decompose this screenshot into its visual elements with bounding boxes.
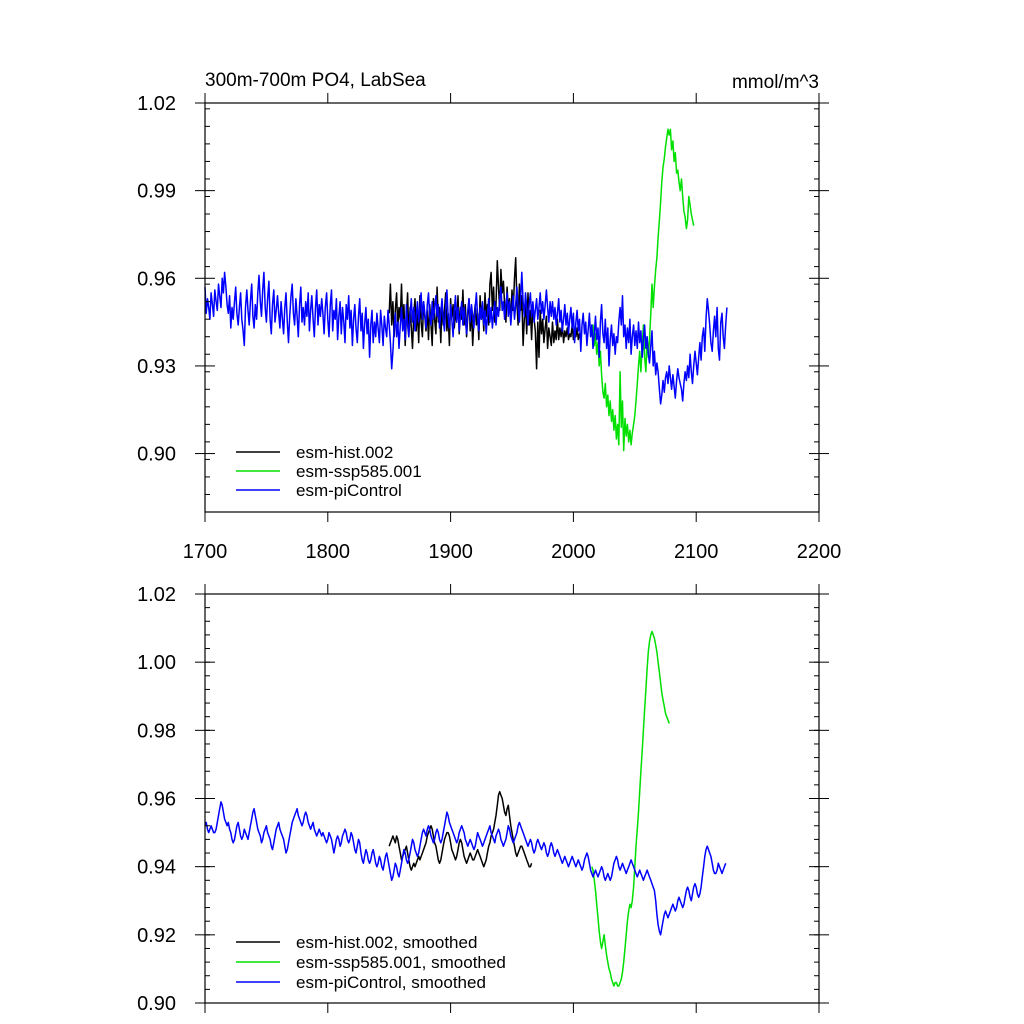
bottom-y-tick-label: 0.92 — [137, 925, 176, 947]
top-plot-frame — [204, 102, 820, 513]
bottom-legend-label-2: esm-piControl, smoothed — [296, 973, 486, 992]
top-title-right: mmol/m^3 — [732, 72, 819, 93]
top-x-tick-label: 2100 — [674, 541, 719, 563]
top-y-tick-label: 0.90 — [137, 444, 176, 466]
bottom-panel: 0.90 0.92 0.94 0.96 0.98 1.00 1.02 esm-hist.00… — [137, 584, 829, 1015]
top-y-tick-label: 0.99 — [137, 181, 176, 203]
top-legend-label-1: esm-ssp585.001 — [296, 462, 422, 481]
top-x-tick-label: 2200 — [797, 541, 842, 563]
top-legend-label-2: esm-piControl — [296, 481, 402, 500]
bottom-y-tick-label: 0.96 — [137, 789, 176, 811]
top-series-line-1 — [591, 128, 695, 452]
bottom-series-group — [204, 630, 727, 987]
top-panel: 300m-700m PO4, LabSea mmol/m^3 0.900.930… — [137, 70, 841, 563]
bottom-legend-label-1: esm-ssp585.001, smoothed — [296, 953, 506, 972]
top-title-left: 300m-700m PO4, LabSea — [205, 70, 426, 91]
bottom-series-line-1 — [591, 630, 670, 987]
top-axis-ticks: 0.90 0.93 0.96 0.99 1.02 1700 1800 1900 2000 2100… — [137, 93, 841, 563]
bottom-legend-label-0: esm-hist.002, smoothed — [296, 933, 477, 952]
bottom-series-line-2 — [204, 801, 727, 936]
top-x-tick-label: 1800 — [306, 541, 351, 563]
bottom-axis-ticks: 0.90 0.92 0.94 0.96 0.98 1.00 1.02 — [137, 584, 829, 1015]
bottom-series-line-0 — [388, 790, 533, 871]
top-y-tick-label: 0.93 — [137, 356, 176, 378]
top-series-line-2 — [204, 271, 728, 405]
top-series-group — [204, 128, 728, 452]
top-y-tick-label: 1.02 — [137, 93, 176, 115]
top-x-tick-label: 2000 — [551, 541, 596, 563]
bottom-y-tick-label: 0.98 — [137, 720, 176, 742]
top-x-tick-label: 1700 — [183, 541, 228, 563]
bottom-y-tick-label: 1.00 — [137, 652, 176, 674]
bottom-y-tick-label: 0.90 — [137, 993, 176, 1015]
top-x-tick-label: 1900 — [428, 541, 473, 563]
bottom-y-tick-label: 1.02 — [137, 584, 176, 606]
top-y-tick-label: 0.96 — [137, 268, 176, 290]
top-legend-label-0: esm-hist.002 — [296, 443, 393, 462]
bottom-y-tick-label: 0.94 — [137, 857, 176, 879]
top-series-line-0 — [388, 257, 582, 370]
